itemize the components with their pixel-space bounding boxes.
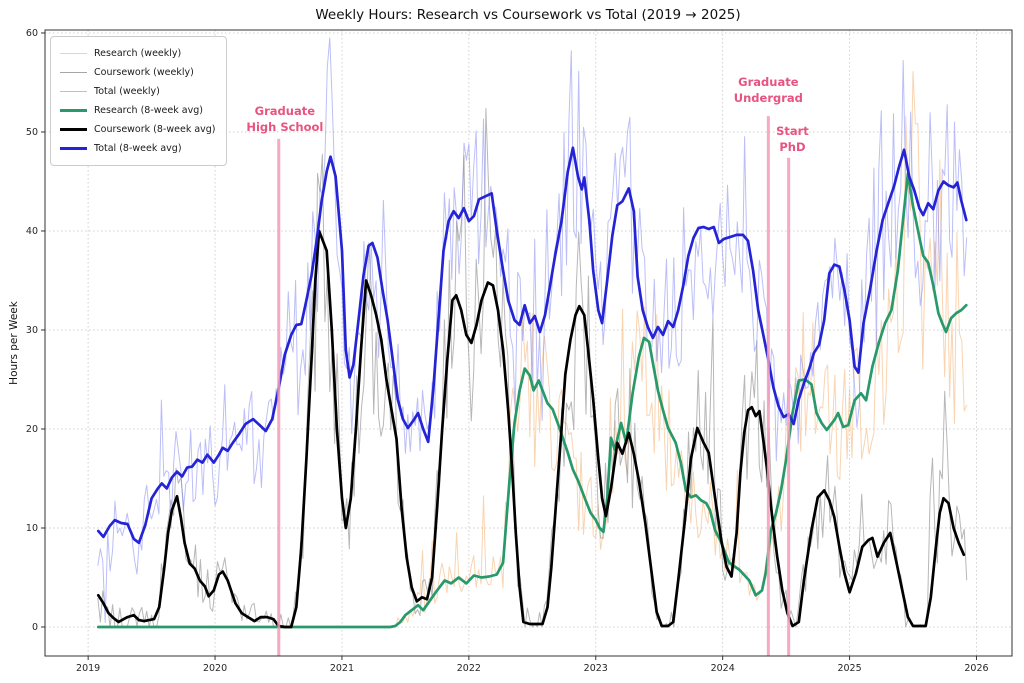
x-tick-label: 2019 [76, 663, 100, 674]
legend-swatch-research-8-week-avg [60, 109, 87, 112]
legend-label: Coursework (8-week avg) [94, 124, 216, 135]
x-tick-label: 2021 [330, 663, 354, 674]
legend-item-coursework-weekly: Coursework (weekly) [60, 63, 216, 82]
annotation-start-phd: Start PhD [776, 124, 809, 154]
legend-label: Research (8-week avg) [94, 105, 203, 116]
legend-item-research-8-week-avg: Research (8-week avg) [60, 101, 216, 120]
legend-swatch-research-weekly [60, 53, 87, 54]
x-tick-label: 2026 [964, 663, 988, 674]
axes: 2019 2020 2021 2022 2023 2024 2025 2026 0 10 20 30 4… [26, 28, 989, 674]
x-tick-label: 2025 [837, 663, 861, 674]
legend-swatch-coursework-weekly [60, 72, 87, 73]
annotation-graduate-undergrad: Graduate Undergrad [733, 75, 803, 106]
chart-title: Weekly Hours: Research vs Coursework vs … [315, 7, 741, 23]
series-research-weekly [97, 71, 968, 628]
legend-swatch-coursework-8-week-avg [60, 128, 87, 131]
legend-label: Coursework (weekly) [94, 67, 194, 78]
y-tick-label: 60 [26, 28, 38, 39]
legend-item-research-weekly: Research (weekly) [60, 44, 216, 63]
annotation-graduate-high-school: Graduate High School [246, 104, 324, 135]
legend-item-coursework-8-week-avg: Coursework (8-week avg) [60, 120, 216, 139]
legend-swatch-total-weekly [60, 91, 87, 92]
y-tick-label: 10 [26, 523, 38, 534]
series-coursework-weekly [97, 108, 968, 628]
y-tick-label: 0 [32, 622, 38, 633]
y-tick-label: 30 [26, 325, 38, 336]
y-tick-label: 20 [26, 424, 38, 435]
x-tick-label: 2024 [711, 663, 735, 674]
legend-label: Total (8-week avg) [94, 143, 182, 154]
legend-item-total-8-week-avg: Total (8-week avg) [60, 139, 216, 158]
y-axis-label: Hours per Week [8, 301, 20, 385]
y-tick-label: 50 [26, 127, 38, 138]
x-tick-label: 2020 [203, 663, 227, 674]
legend-swatch-total-8-week-avg [60, 147, 87, 150]
series-total-8-week-avg [96, 146, 968, 545]
series-coursework-8-week-avg [96, 229, 966, 629]
legend-label: Research (weekly) [94, 48, 182, 59]
x-tick-label: 2022 [457, 663, 481, 674]
legend-item-total-weekly: Total (weekly) [60, 82, 216, 101]
series-research-8-week-avg [96, 172, 968, 629]
x-tick-label: 2023 [584, 663, 608, 674]
legend: Research (weekly) Coursework (weekly) Tota… [50, 36, 227, 166]
legend-label: Total (weekly) [94, 86, 160, 97]
y-tick-label: 40 [26, 226, 38, 237]
plot-border [44, 29, 1013, 657]
